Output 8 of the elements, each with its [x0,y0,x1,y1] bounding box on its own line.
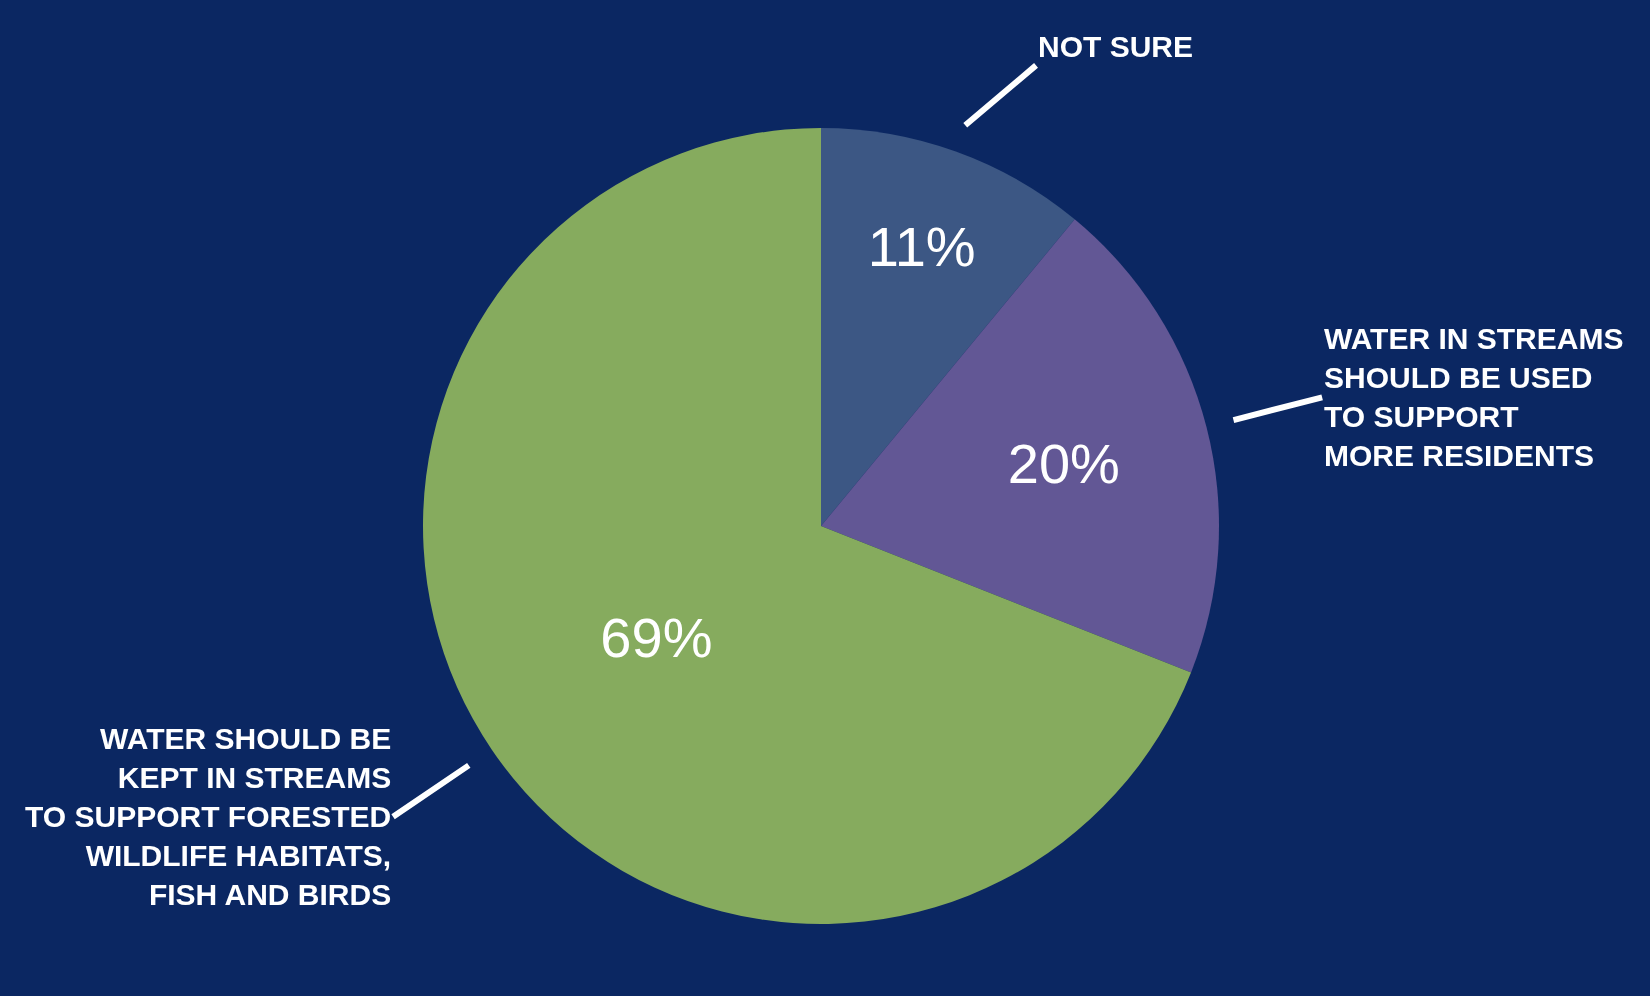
slice-label: NOT SURE [1038,30,1194,63]
pie-slice [821,219,1219,673]
data-label: 20% [1007,432,1120,496]
slice-label: WATER SHOULD BE KEPT IN STREAMS TO SUPPORT FORESTED WILDLIFE HABITATS, FISH AND BIRDS [25,722,392,911]
data-label: 69% [600,606,713,670]
pie-slice [423,128,1192,924]
data-label: 11% [867,214,976,278]
slice-label: WATER IN STREAMS SHOULD BE USED TO SUPPORT MORE RESIDENTS [1324,322,1624,472]
